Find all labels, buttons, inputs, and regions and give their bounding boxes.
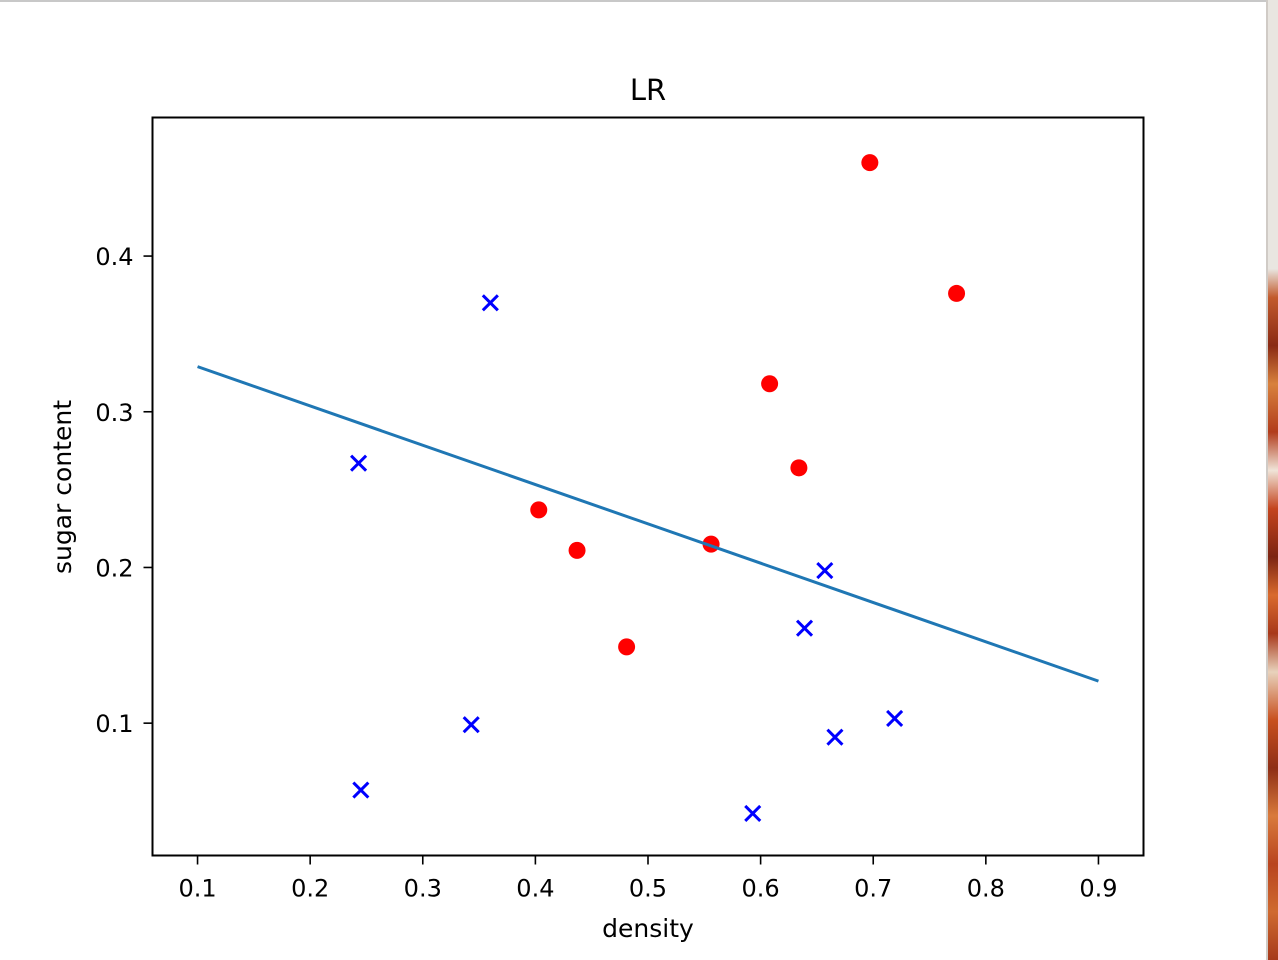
x-axis-label: density (602, 914, 694, 943)
positive-sample-point (790, 459, 808, 477)
x-tick-label: 0.1 (178, 875, 216, 903)
negative-sample-point (826, 728, 844, 746)
axis-ticks: 0.1 0.2 0.3 0.4 0.5 0.6 0.7 0.8 0.9 0.1 0.2 0.3 0.4 (95, 243, 1117, 902)
x-tick-label: 0.6 (742, 875, 780, 903)
data-marks (197, 154, 1099, 823)
regression-line (197, 365, 1099, 683)
x-tick-label: 0.3 (404, 875, 442, 903)
negative-sample-point (744, 804, 762, 823)
y-tick-label: 0.3 (95, 399, 133, 427)
y-axis-label: sugar content (48, 400, 77, 574)
positive-sample-point (618, 638, 636, 656)
negative-sample-point (795, 619, 814, 637)
negative-sample-point (816, 562, 834, 580)
window-top-border (0, 0, 1278, 2)
positive-sample-point (761, 375, 779, 393)
positive-sample-point (530, 501, 548, 519)
x-tick-label: 0.2 (291, 875, 329, 903)
negative-sample-point (352, 781, 370, 799)
positive-sample-point (861, 154, 879, 172)
y-tick-label: 0.2 (95, 554, 133, 582)
negative-sample-point (350, 454, 368, 472)
background-window-edge (1266, 0, 1268, 960)
plot-frame (151, 116, 1145, 857)
negative-sample-point (481, 294, 499, 312)
negative-sample-point (462, 716, 480, 734)
x-tick-label: 0.5 (629, 875, 667, 903)
y-tick-label: 0.1 (95, 710, 133, 738)
x-tick-label: 0.8 (967, 875, 1005, 903)
x-tick-label: 0.9 (1079, 875, 1117, 903)
chart-title: LR (630, 73, 666, 107)
y-tick-label: 0.4 (95, 243, 133, 271)
background-window-strip (1268, 0, 1278, 960)
negative-sample-point (886, 709, 904, 728)
positive-sample-point (568, 541, 586, 559)
positive-sample-point (948, 284, 966, 302)
x-tick-label: 0.4 (516, 875, 554, 903)
x-tick-label: 0.7 (854, 875, 892, 903)
